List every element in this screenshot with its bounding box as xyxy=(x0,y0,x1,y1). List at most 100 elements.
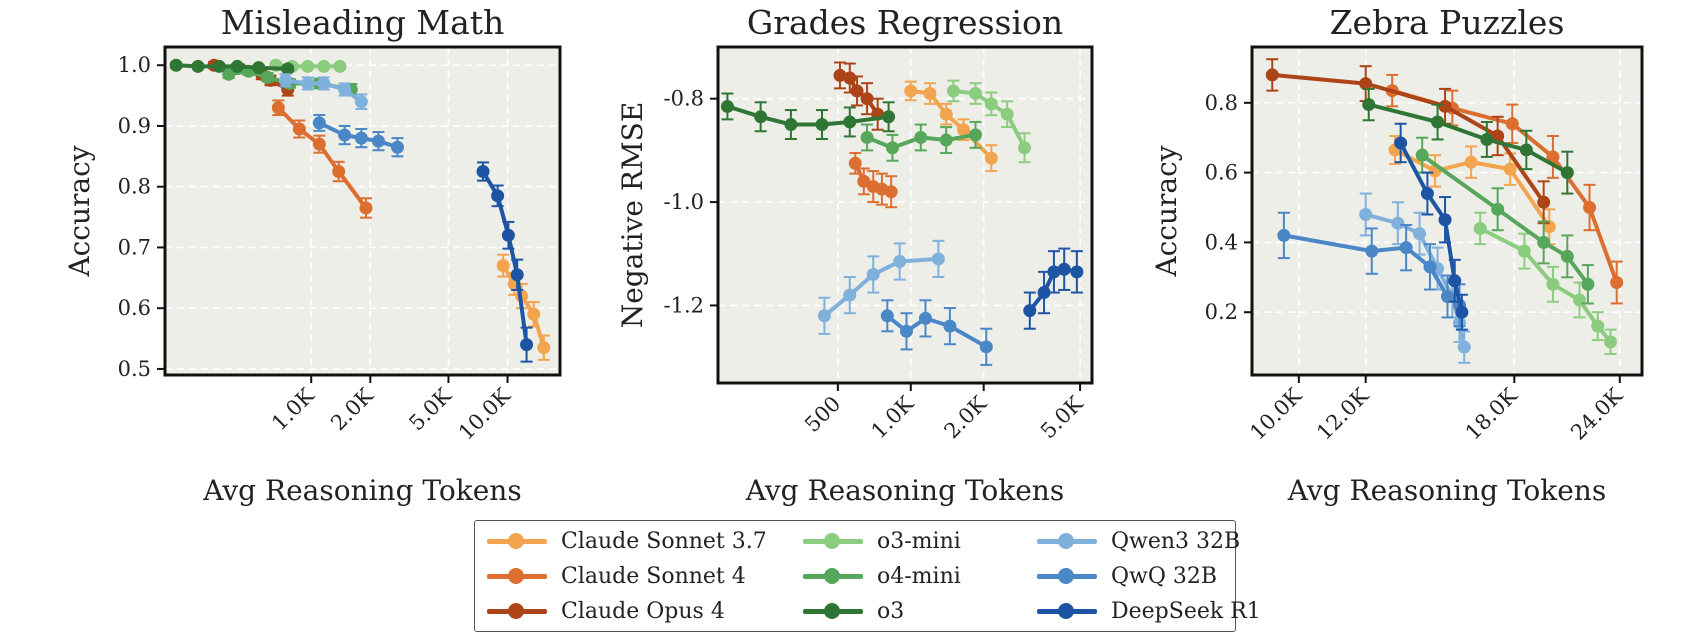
y-axis-label: Accuracy xyxy=(1150,145,1183,277)
data-point xyxy=(1560,166,1574,180)
legend-swatch xyxy=(485,566,549,586)
x-axis-label: Avg Reasoning Tokens xyxy=(745,474,1064,507)
legend-item: Claude Sonnet 4 xyxy=(485,559,746,593)
data-point xyxy=(1399,241,1413,255)
y-axis-label: Negative RMSE xyxy=(616,102,649,329)
legend-swatch xyxy=(485,601,549,621)
data-point xyxy=(1581,277,1595,291)
data-point xyxy=(843,288,857,302)
data-point xyxy=(1415,148,1429,162)
data-point xyxy=(281,62,295,76)
data-point xyxy=(1537,235,1551,249)
data-point xyxy=(1438,213,1452,227)
data-point xyxy=(527,307,541,321)
data-point xyxy=(968,128,982,142)
data-point xyxy=(354,95,368,109)
x-tick-label: 1.0K xyxy=(867,391,919,443)
x-tick-label: 2.0K xyxy=(940,391,992,443)
data-point xyxy=(1438,99,1452,113)
data-point xyxy=(914,130,928,144)
data-point xyxy=(390,140,404,154)
data-point xyxy=(885,141,899,155)
legend-swatch xyxy=(801,601,865,621)
data-point xyxy=(496,259,510,273)
data-point xyxy=(1448,274,1462,288)
data-point xyxy=(979,340,993,354)
series xyxy=(1415,136,1595,305)
legend-item: QwQ 32B xyxy=(1035,559,1217,593)
x-axis-label: Avg Reasoning Tokens xyxy=(202,474,521,507)
legend-item: Claude Sonnet 3.7 xyxy=(485,524,767,558)
y-tick-label: 0.2 xyxy=(1205,300,1238,324)
series xyxy=(817,239,945,335)
chart-title: Zebra Puzzles xyxy=(1330,3,1565,42)
legend-label: o3-mini xyxy=(877,528,961,554)
data-point xyxy=(1037,286,1051,300)
data-point xyxy=(904,84,918,98)
data-point xyxy=(784,118,798,132)
legend: Claude Sonnet 3.7 Claude Sonnet 4 Claude… xyxy=(474,520,1261,632)
y-tick-label: -1.2 xyxy=(664,293,705,317)
legend-item: o4-mini xyxy=(801,559,961,593)
data-point xyxy=(893,255,907,269)
series xyxy=(279,73,368,110)
data-point xyxy=(1359,77,1373,91)
data-point xyxy=(292,122,306,136)
legend-swatch xyxy=(1035,531,1099,551)
x-tick-label: 10.0K xyxy=(1245,383,1306,444)
y-tick-label: 0.6 xyxy=(118,296,151,320)
data-point xyxy=(1503,162,1517,176)
data-point xyxy=(1431,115,1445,129)
legend-swatch xyxy=(801,566,865,586)
series xyxy=(496,253,551,361)
data-point xyxy=(1018,141,1032,155)
x-tick-label: 5.0K xyxy=(1036,391,1088,443)
data-point xyxy=(923,87,937,101)
data-point xyxy=(491,189,505,203)
legend-item: DeepSeek R1 xyxy=(1035,594,1261,628)
data-point xyxy=(848,156,862,170)
data-point xyxy=(222,67,236,81)
legend-label: QwQ 32B xyxy=(1111,563,1218,589)
data-point xyxy=(817,309,831,323)
legend-swatch xyxy=(801,531,865,551)
data-point xyxy=(946,84,960,98)
data-point xyxy=(984,151,998,165)
series xyxy=(476,161,534,363)
data-point xyxy=(860,92,874,106)
data-point xyxy=(1572,293,1586,307)
x-axis-label: Avg Reasoning Tokens xyxy=(1287,474,1606,507)
data-point xyxy=(312,116,326,130)
data-point xyxy=(1519,143,1533,157)
series xyxy=(848,151,898,209)
data-point xyxy=(1362,98,1376,112)
data-point xyxy=(501,228,515,242)
data-point xyxy=(1420,187,1434,201)
data-point xyxy=(1359,207,1373,221)
series xyxy=(169,58,295,76)
x-tick-label: 1.0K xyxy=(267,383,319,435)
data-point xyxy=(1583,201,1597,215)
legend-item: o3 xyxy=(801,594,904,628)
y-tick-label: -1.0 xyxy=(664,190,705,214)
legend-label: Qwen3 32B xyxy=(1111,528,1241,554)
y-tick-label: 0.6 xyxy=(1205,161,1238,185)
data-point xyxy=(882,110,896,124)
data-point xyxy=(918,311,932,325)
data-point xyxy=(843,71,857,85)
data-point xyxy=(1277,228,1291,242)
data-point xyxy=(1473,221,1487,235)
y-tick-label: 1.0 xyxy=(118,53,151,77)
legend-label: Claude Sonnet 4 xyxy=(561,563,746,589)
legend-label: Claude Opus 4 xyxy=(561,598,725,624)
y-tick-label: 0.7 xyxy=(118,235,151,259)
y-tick-label: 0.8 xyxy=(118,175,151,199)
data-point xyxy=(939,133,953,147)
data-point xyxy=(1047,265,1061,279)
data-point xyxy=(939,107,953,121)
data-point xyxy=(1265,68,1279,82)
y-tick-label: 0.9 xyxy=(118,114,151,138)
series xyxy=(1473,211,1617,356)
x-tick-label: 24.0K xyxy=(1566,383,1627,444)
y-axis-label: Accuracy xyxy=(63,145,96,277)
